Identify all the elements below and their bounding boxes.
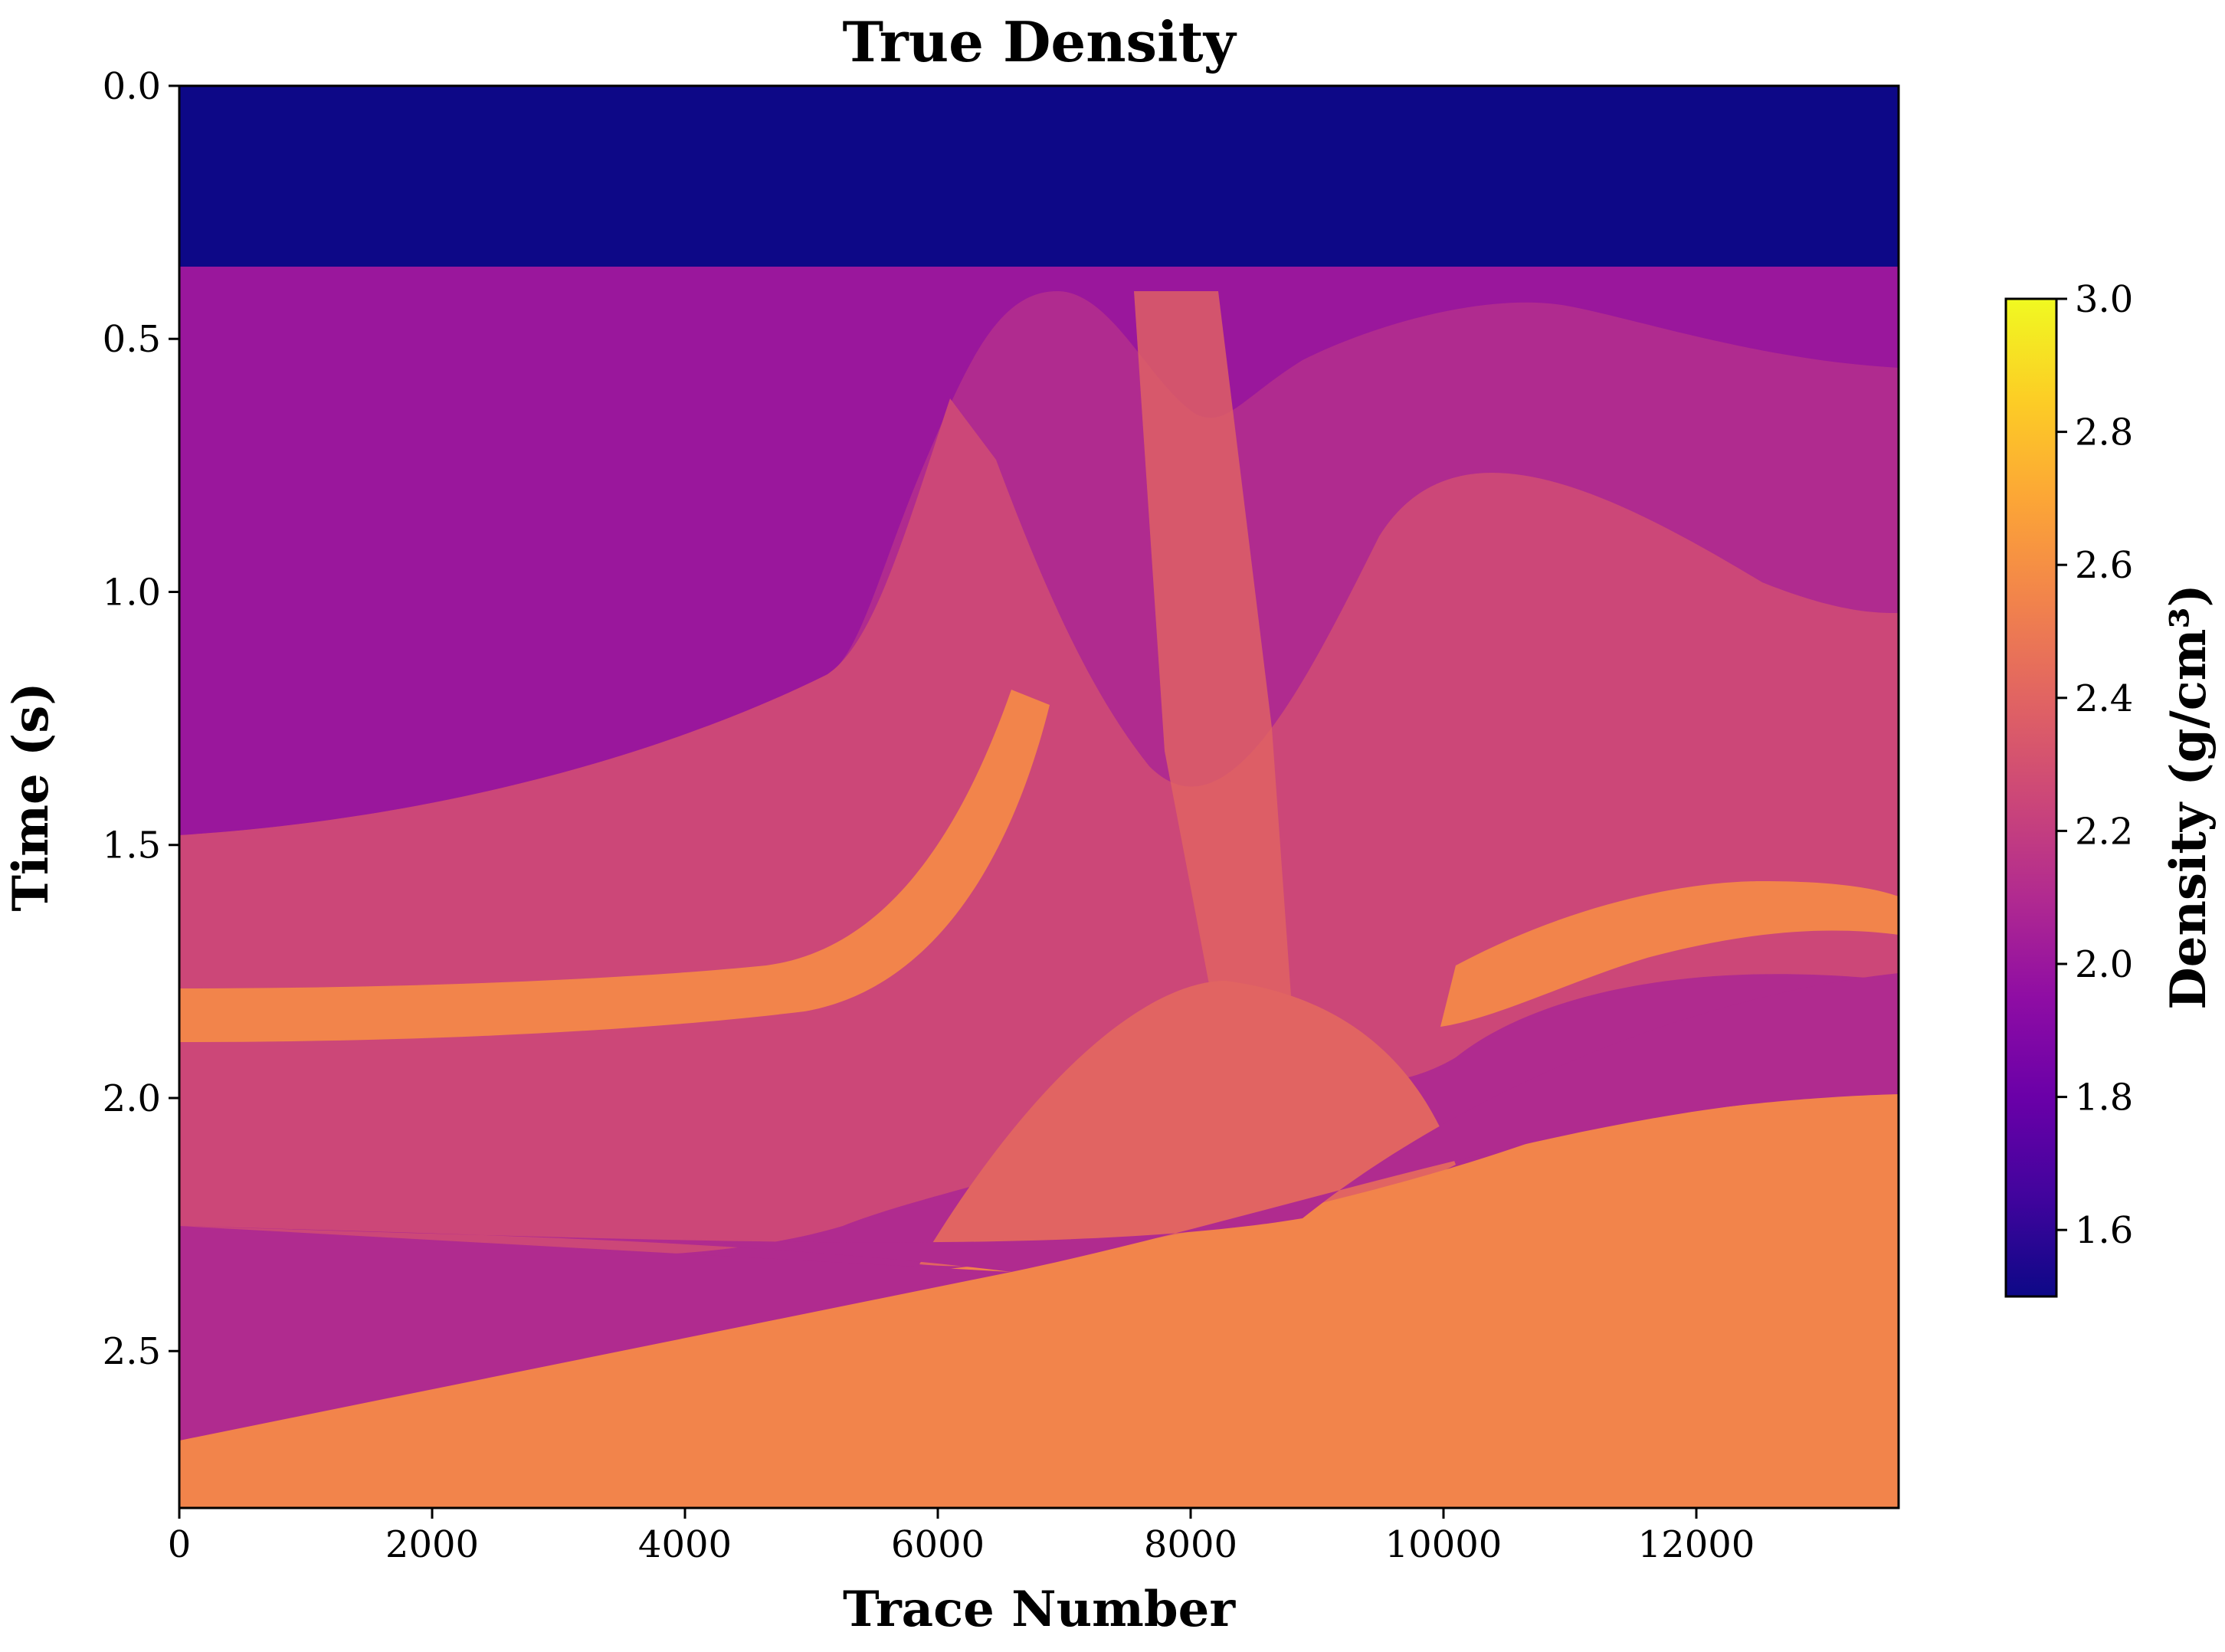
x-tick-label: 8000 (1144, 1523, 1237, 1566)
colorbar (2004, 297, 2058, 1298)
y-tick-label: 0.5 (103, 318, 161, 361)
unconformity-lower (179, 1226, 1011, 1441)
unconformity-wedge (179, 973, 1899, 1272)
heatmap-image (179, 86, 1899, 1508)
bright-horizon-right (1440, 881, 1899, 1027)
x-tick-label: 10000 (1385, 1523, 1502, 1566)
y-tick-label: 2.5 (103, 1330, 161, 1373)
deep-layer-anticline (919, 981, 1456, 1267)
water-layer (179, 86, 1899, 267)
deep-sediments (179, 1094, 1899, 1508)
y-tick-label: 0.0 (103, 65, 161, 108)
x-tick-label: 2000 (385, 1523, 479, 1566)
colorbar-tick-label: 2.0 (2075, 943, 2133, 986)
x-tick-label: 12000 (1638, 1523, 1755, 1566)
colorbar-tick-label: 2.4 (2075, 677, 2133, 720)
x-axis-ticks: 0 2000 4000 6000 8000 10000 12000 (168, 1508, 1755, 1566)
x-tick-label: 4000 (638, 1523, 732, 1566)
colorbar-ticks: 1.6 1.8 2.0 2.2 2.4 2.6 2.8 3.0 (2056, 278, 2133, 1252)
x-tick-label: 0 (168, 1523, 192, 1566)
colorbar-tick-label: 3.0 (2075, 278, 2133, 321)
colorbar-tick-label: 2.6 (2075, 544, 2133, 587)
y-tick-label: 2.0 (103, 1077, 161, 1120)
x-tick-label: 6000 (891, 1523, 985, 1566)
shallow-sediment-layer (179, 267, 1899, 835)
mid-sediment-layer (179, 398, 1899, 1260)
fault-wedge (1134, 291, 1295, 1073)
y-axis-label: Time (s) (2, 682, 60, 911)
colorbar-tick-label: 2.8 (2075, 411, 2133, 454)
colorbar-tick-label: 1.6 (2075, 1209, 2133, 1252)
colorbar-tick-label: 1.8 (2075, 1077, 2133, 1119)
plot-frame (178, 84, 1900, 1509)
y-tick-label: 1.5 (103, 824, 161, 867)
colorbar-label: Density (g/cm³) (2160, 584, 2217, 1010)
chart-title: True Density (842, 9, 1237, 74)
x-axis-label: Trace Number (843, 1581, 1236, 1638)
y-axis-ticks: 0.0 0.5 1.0 1.5 2.0 2.5 (103, 65, 179, 1373)
y-tick-label: 1.0 (103, 571, 161, 614)
colorbar-tick-label: 2.2 (2075, 810, 2133, 853)
bright-horizon-left (179, 690, 1050, 1042)
